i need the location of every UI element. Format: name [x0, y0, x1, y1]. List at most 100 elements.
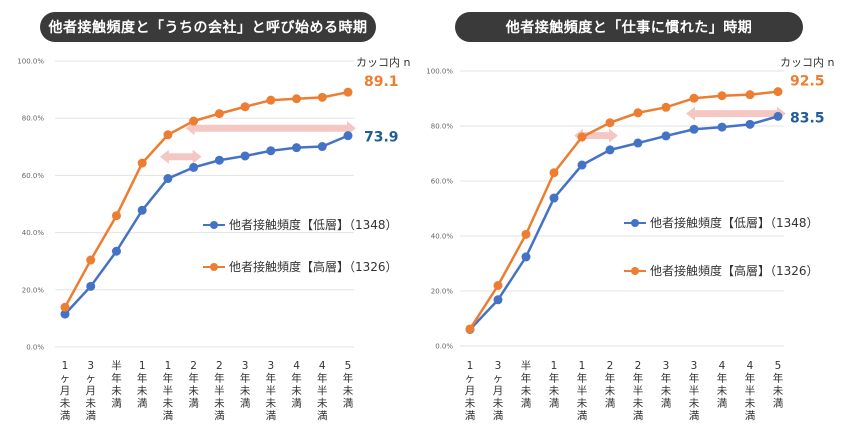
data-point-low — [549, 193, 559, 203]
data-point-low — [493, 295, 503, 305]
x-category-label: 半年未満 — [521, 359, 532, 410]
end-value-label-low: 73.9 — [364, 130, 399, 146]
x-category-label: 3 ヶ月未満 — [493, 360, 504, 422]
x-category-label: 3 年半未満 — [266, 360, 277, 422]
legend-low-label: 他者接触頻度【低層】（1348） — [650, 216, 819, 230]
y-tick-label: 0.0% — [435, 343, 453, 351]
data-point-high — [661, 102, 671, 112]
data-point-high — [137, 158, 147, 168]
data-point-low — [745, 119, 755, 129]
y-tick-label: 40.0% — [22, 229, 45, 237]
x-category-label: 1 年未満 — [137, 360, 148, 410]
x-category-label: 3 年未満 — [240, 360, 251, 410]
x-category-label: 1 年未満 — [549, 360, 560, 410]
legend-high-marker — [203, 262, 225, 271]
data-point-high — [214, 109, 224, 119]
legend-low-marker — [624, 218, 646, 227]
legend-low-marker — [203, 220, 225, 229]
data-point-high — [292, 94, 302, 104]
chart-panel-right: 他者接触頻度と「仕事に慣れた」時期 カッコ内 n 0.0% 20.0% 40.0% 6… — [423, 0, 846, 440]
legend-high-right: 他者接触頻度【高層】（1326） — [624, 262, 819, 279]
data-point-low — [189, 162, 199, 172]
x-category-label: 5 年未満 — [773, 360, 784, 410]
data-point-high — [266, 95, 276, 105]
x-category-label: 4 年半未満 — [317, 360, 328, 422]
data-point-high — [773, 87, 783, 97]
legend-high-left: 他者接触頻度【高層】（1326） — [203, 258, 398, 275]
data-point-low — [577, 160, 587, 170]
x-category-label: 4 年未満 — [291, 360, 302, 410]
series-line-low — [469, 115, 779, 331]
data-point-low — [661, 131, 671, 141]
data-point-low — [689, 124, 699, 134]
data-point-high — [521, 229, 531, 239]
data-point-low — [633, 138, 643, 148]
data-point-high — [689, 93, 699, 103]
data-point-low — [86, 281, 96, 291]
legend-low-label: 他者接触頻度【低層】（1348） — [229, 218, 398, 232]
double-arrow — [185, 121, 356, 136]
y-tick-label: 60.0% — [22, 172, 45, 180]
data-point-low — [240, 151, 250, 161]
x-category-label: 1 年半未満 — [163, 360, 174, 422]
x-category-label: 3 年半未満 — [689, 360, 700, 422]
end-value-label-low: 83.5 — [790, 110, 825, 126]
legend-low-left: 他者接触頻度【低層】（1348） — [203, 216, 398, 233]
line-chart-left: 0.0% 20.0% 40.0% 60.0% 80.0% 100.0% 73.9 89.1 1 ヶ… — [17, 58, 399, 423]
y-tick-label: 40.0% — [431, 233, 454, 241]
x-category-label: 3 年未満 — [661, 360, 672, 410]
data-point-high — [86, 255, 96, 265]
legend-high-marker — [624, 266, 646, 275]
end-value-label-high: 89.1 — [364, 74, 399, 90]
y-tick-label: 20.0% — [431, 288, 454, 296]
legend-low-right: 他者接触頻度【低層】（1348） — [624, 214, 819, 231]
data-point-high — [577, 132, 587, 142]
data-point-low — [163, 174, 173, 184]
x-category-label: 半年未満 — [111, 359, 122, 410]
y-tick-label: 20.0% — [22, 286, 45, 294]
x-category-label: 1 ヶ月未満 — [60, 360, 71, 422]
line-chart-right: 0.0% 20.0% 40.0% 60.0% 80.0% 100.0% 83.5 92.5 1 ヶ… — [426, 68, 825, 423]
x-category-label: 3 ヶ月未満 — [85, 360, 96, 422]
data-point-low — [111, 246, 121, 256]
x-category-label: 1 年半未満 — [577, 360, 588, 422]
data-point-low — [343, 131, 353, 141]
x-category-label: 5 年未満 — [343, 360, 354, 410]
data-point-low — [717, 122, 727, 132]
x-category-label: 2 年半未満 — [633, 360, 644, 422]
x-category-label: 4 年半未満 — [745, 360, 756, 422]
data-point-low — [60, 309, 70, 319]
x-category-label: 2 年未満 — [188, 360, 199, 410]
y-tick-label: 100.0% — [17, 58, 44, 66]
data-point-high — [605, 118, 615, 128]
y-tick-label: 100.0% — [426, 68, 453, 76]
data-point-high — [317, 92, 327, 102]
x-category-label: 2 年半未満 — [214, 360, 225, 422]
data-point-high — [60, 302, 70, 312]
chart-title-left: 他者接触頻度と「うちの会社」と呼び始める時期 — [40, 12, 376, 42]
data-point-high — [745, 90, 755, 100]
n-note-left: カッコ内 n — [356, 56, 411, 69]
data-point-low — [214, 155, 224, 165]
y-tick-label: 60.0% — [431, 178, 454, 186]
data-point-low — [266, 146, 276, 156]
chart-title-right: 他者接触頻度と「仕事に慣れた」時期 — [455, 12, 803, 42]
data-point-high — [240, 102, 250, 112]
series-line-high — [468, 90, 779, 330]
chart-panel-left: 他者接触頻度と「うちの会社」と呼び始める時期 カッコ内 n 0.0% 20.0% 4… — [17, 12, 411, 423]
x-category-label: 1 ヶ月未満 — [465, 360, 476, 422]
legend-high-label: 他者接触頻度【高層】（1326） — [229, 260, 398, 274]
x-category-label: 4 年未満 — [717, 360, 728, 410]
double-arrow — [159, 149, 202, 164]
data-point-low — [773, 111, 783, 121]
data-point-low — [292, 143, 302, 153]
data-point-high — [549, 168, 559, 178]
data-point-high — [111, 211, 121, 221]
n-note-right: カッコ内 n — [780, 56, 835, 69]
end-value-label-high: 92.5 — [790, 74, 825, 90]
y-tick-label: 80.0% — [431, 123, 454, 131]
legend-high-label: 他者接触頻度【高層】（1326） — [650, 264, 819, 278]
data-point-low — [605, 145, 615, 155]
data-point-high — [493, 281, 503, 290]
y-tick-label: 0.0% — [26, 344, 44, 352]
